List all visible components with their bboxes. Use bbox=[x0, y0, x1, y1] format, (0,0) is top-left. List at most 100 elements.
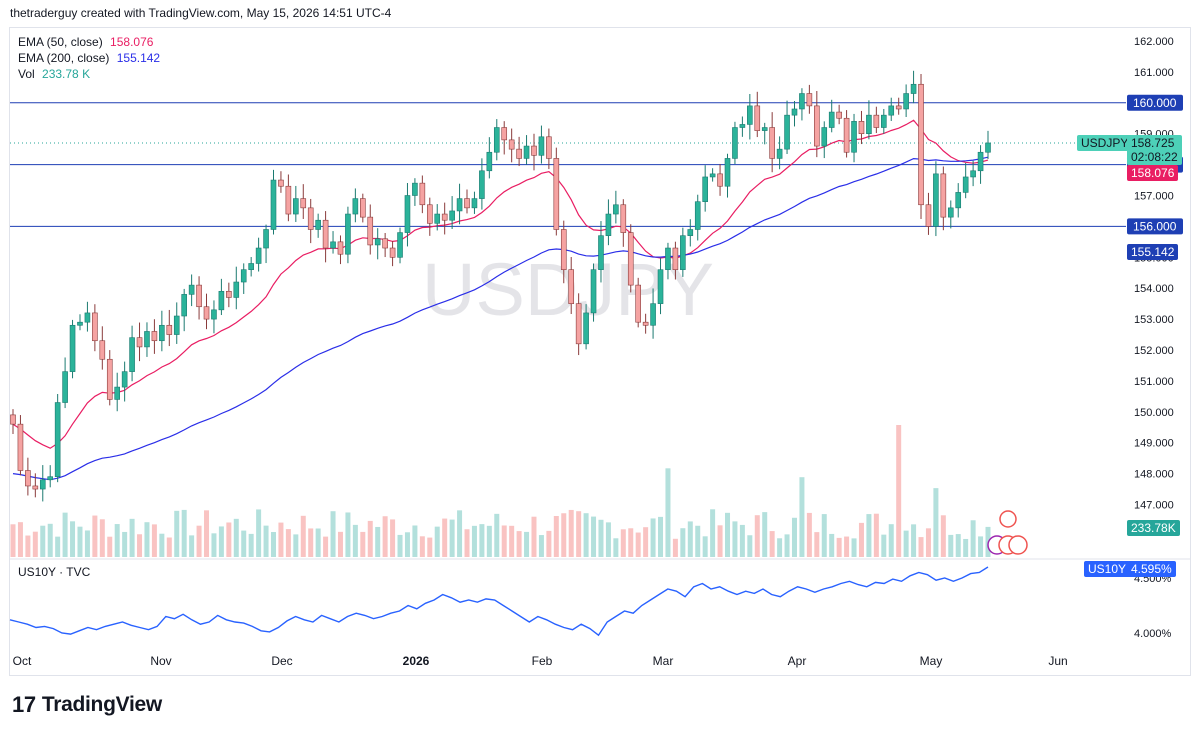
price-level-tag bbox=[1127, 94, 1183, 111]
candle-body bbox=[196, 284, 202, 308]
candle-body bbox=[866, 114, 872, 135]
candle-body bbox=[434, 213, 441, 224]
volume-bar bbox=[725, 512, 731, 557]
candle-body bbox=[553, 158, 560, 230]
candle-body bbox=[665, 247, 671, 270]
candle-body bbox=[955, 192, 962, 209]
candle-body bbox=[203, 306, 210, 320]
candle-body bbox=[724, 158, 731, 187]
candle-body bbox=[605, 213, 612, 236]
volume-bar bbox=[911, 524, 917, 557]
candle-body bbox=[441, 213, 448, 221]
price-tick-label: 149.000 bbox=[1134, 438, 1174, 450]
volume-bar bbox=[300, 515, 306, 557]
volume-bar bbox=[218, 526, 224, 557]
legend-ema200[interactable]: EMA (200, close) 155.142 bbox=[18, 50, 160, 66]
candle-body bbox=[352, 198, 359, 215]
volume-bar bbox=[62, 512, 68, 557]
volume-bar bbox=[166, 537, 172, 557]
vol-label: Vol bbox=[18, 67, 35, 81]
volume-bar bbox=[137, 534, 143, 557]
volume-bar bbox=[479, 524, 485, 557]
price-tick-label: 150.000 bbox=[1134, 407, 1174, 419]
volume-bar bbox=[739, 524, 745, 557]
candle-body bbox=[627, 232, 634, 286]
volume-bar bbox=[486, 525, 492, 557]
volume-bar bbox=[494, 513, 500, 557]
candle-body bbox=[39, 479, 46, 490]
volume-bar bbox=[427, 537, 433, 557]
legend-vol[interactable]: Vol 233.78 K bbox=[18, 66, 90, 82]
price-tick-label: 161.000 bbox=[1134, 67, 1174, 79]
ema200-value: 155.142 bbox=[116, 51, 161, 65]
volume-bar bbox=[367, 520, 373, 557]
volume-bar bbox=[114, 524, 120, 557]
volume-bar bbox=[561, 513, 567, 557]
candle-body bbox=[962, 176, 969, 193]
volume-bar bbox=[471, 525, 477, 557]
volume-bar bbox=[628, 528, 634, 557]
volume-bar bbox=[538, 535, 544, 557]
volume-bar bbox=[747, 535, 753, 557]
last-price: 158.725 bbox=[1131, 136, 1175, 150]
price-tick-label: 147.000 bbox=[1134, 500, 1174, 512]
bar-countdown: 02:08:22 bbox=[1131, 150, 1178, 164]
legend-us10y[interactable]: US10Y · TVC bbox=[18, 564, 90, 580]
volume-bar bbox=[382, 516, 388, 557]
price-tick-label: 162.000 bbox=[1134, 36, 1174, 48]
candle-body bbox=[650, 303, 656, 326]
volume-bar bbox=[464, 529, 470, 557]
volume-bar bbox=[806, 512, 812, 557]
candle-body bbox=[754, 105, 761, 131]
tradingview-logo[interactable]: 17 TradingView bbox=[12, 692, 162, 718]
volume-bar bbox=[323, 536, 329, 557]
price-tick-label: 152.000 bbox=[1134, 345, 1174, 357]
candle-body bbox=[17, 423, 24, 471]
candle-body bbox=[851, 121, 857, 153]
volume-bar bbox=[129, 518, 135, 557]
volume-bar bbox=[241, 530, 247, 557]
legend-ema50[interactable]: EMA (50, close) 158.076 bbox=[18, 34, 153, 50]
candle-body bbox=[769, 127, 775, 159]
candle-body bbox=[479, 170, 485, 199]
time-axis-label: Dec bbox=[271, 654, 292, 668]
volume-bar bbox=[434, 526, 440, 557]
candle-body bbox=[598, 235, 604, 270]
us10y-tick-label: 4.000% bbox=[1134, 628, 1172, 640]
volume-bar bbox=[777, 538, 783, 557]
candle-body bbox=[717, 173, 723, 187]
candle-body bbox=[590, 269, 597, 314]
candle-body bbox=[613, 204, 619, 215]
price-level-tag-label: 156.000 bbox=[1133, 219, 1177, 233]
candle-body bbox=[642, 321, 649, 326]
volume-bar bbox=[784, 534, 790, 557]
volume-bar bbox=[144, 522, 150, 557]
volume-bar bbox=[658, 516, 664, 557]
volume-bar bbox=[412, 525, 418, 557]
candle-body bbox=[188, 284, 195, 295]
candle-body bbox=[47, 476, 54, 481]
candle-body bbox=[54, 402, 61, 477]
candle-body bbox=[270, 179, 277, 230]
volume-bar bbox=[419, 536, 425, 557]
candle-body bbox=[881, 114, 887, 128]
candle-body bbox=[828, 111, 835, 128]
volume-bar bbox=[680, 528, 686, 557]
candle-body bbox=[531, 145, 537, 156]
volume-bar bbox=[204, 510, 210, 557]
candle-body bbox=[382, 238, 388, 249]
candle-body bbox=[910, 83, 917, 94]
volume-bar bbox=[47, 523, 53, 557]
candle-body bbox=[166, 324, 173, 335]
candle-body bbox=[211, 309, 217, 320]
volume-bar bbox=[270, 532, 276, 557]
last-price-tag: 158.725 02:08:22 bbox=[1127, 135, 1182, 165]
candle-body bbox=[449, 210, 455, 221]
candle-body bbox=[977, 151, 984, 172]
volume-bar bbox=[10, 524, 16, 557]
volume-bar bbox=[836, 537, 842, 557]
candle-body bbox=[806, 93, 813, 107]
volume-bar bbox=[501, 525, 507, 557]
us10y-last-tag: 4.595% bbox=[1127, 561, 1176, 577]
